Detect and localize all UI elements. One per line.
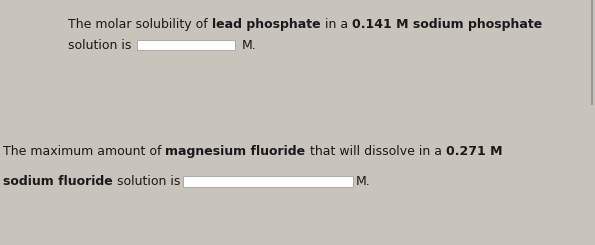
Text: lead phosphate: lead phosphate: [212, 18, 321, 31]
Text: 0.141 M sodium phosphate: 0.141 M sodium phosphate: [352, 18, 542, 31]
Text: that will dissolve in a: that will dissolve in a: [306, 145, 446, 158]
Text: in a: in a: [321, 18, 352, 31]
Text: The maximum amount of: The maximum amount of: [3, 145, 165, 158]
Text: sodium fluoride: sodium fluoride: [3, 175, 112, 188]
Text: M.: M.: [356, 175, 370, 188]
Bar: [137, 40, 235, 50]
Text: M.: M.: [242, 39, 256, 52]
Text: The molar solubility of: The molar solubility of: [68, 18, 212, 31]
Text: magnesium fluoride: magnesium fluoride: [165, 145, 306, 158]
Bar: [183, 176, 353, 187]
Text: solution is: solution is: [112, 175, 180, 188]
Text: solution is: solution is: [68, 39, 132, 52]
Text: 0.271 M: 0.271 M: [446, 145, 502, 158]
